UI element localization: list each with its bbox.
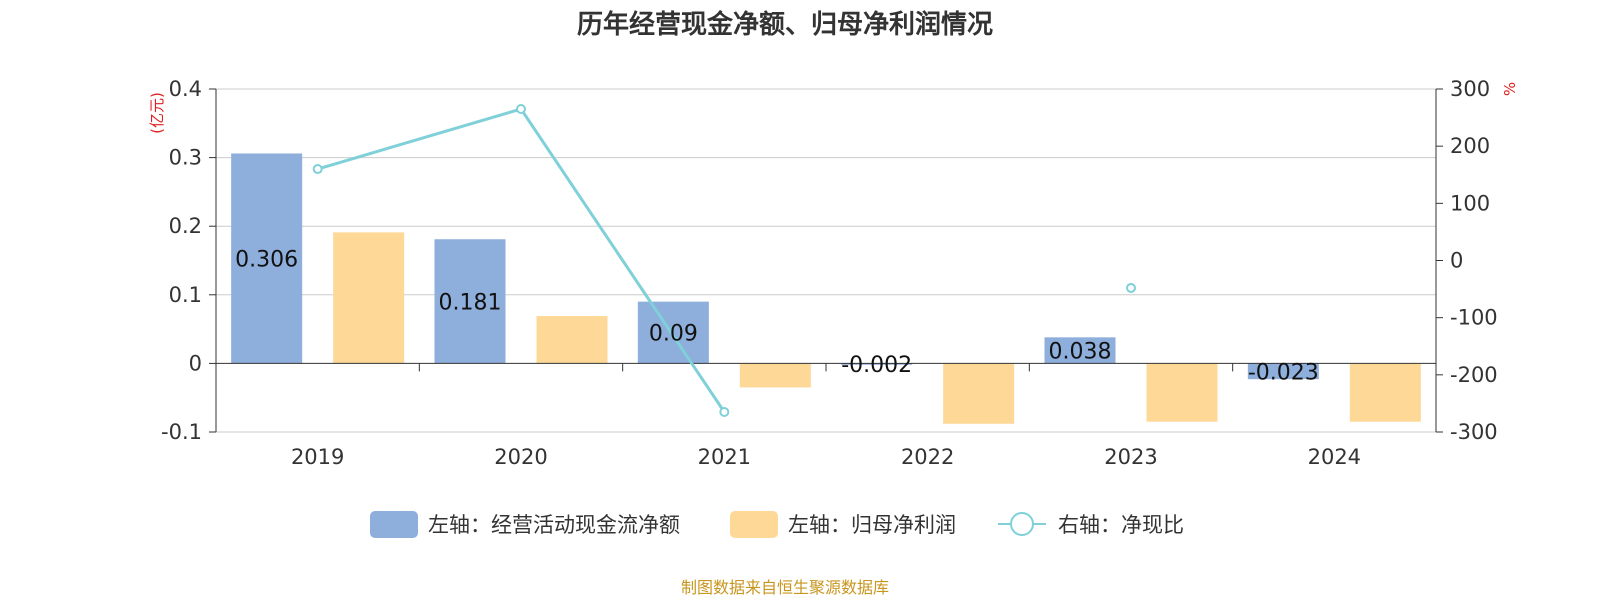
cashflow-bar-2022: [841, 363, 913, 365]
left-tick-label: -0.1: [161, 420, 202, 444]
ratio-line-segment: [317, 107, 522, 171]
x-tick-label: 2023: [1104, 445, 1157, 469]
right-tick-label: 100: [1450, 191, 1490, 215]
ratio-point-2021: [719, 406, 730, 417]
cashflow-bar-2023: [1044, 337, 1116, 364]
chart-title: 历年经营现金净额、归母净利润情况: [577, 9, 993, 40]
cashflow-data-label: 0.306: [235, 247, 298, 272]
profit-bar-2019: [333, 232, 405, 364]
ratio-point-2023: [1126, 282, 1136, 293]
legend-label: 左轴：归母净利润: [788, 513, 956, 537]
cashflow-data-label: 0.181: [439, 290, 502, 315]
legend-swatch: [730, 511, 778, 538]
right-axis-unit: %: [1501, 82, 1519, 96]
right-tick-label: 300: [1450, 77, 1490, 101]
left-tick-label: 0.3: [169, 146, 202, 170]
right-tick-label: 0: [1450, 249, 1463, 273]
cashflow-data-label: -0.002: [841, 353, 912, 378]
x-tick-label: 2021: [698, 445, 751, 469]
ratio-point-2020: [516, 104, 526, 115]
left-axis-unit: (亿元): [148, 92, 166, 134]
x-tick-label: 2020: [494, 445, 547, 469]
x-tick-label: 2019: [291, 445, 344, 469]
left-tick-label: 0.2: [169, 214, 202, 238]
legend-label: 右轴：净现比: [1058, 513, 1184, 537]
legend-label: 左轴：经营活动现金流净额: [428, 513, 680, 537]
cashflow-bar-2019: [231, 153, 303, 364]
profit-bar-2022: [943, 363, 1015, 424]
left-tick-label: 0.1: [169, 283, 202, 307]
profit-bar-2024: [1349, 363, 1421, 422]
right-tick-label: -100: [1450, 306, 1498, 330]
left-tick-label: 0: [189, 351, 202, 375]
left-tick-label: 0.4: [169, 77, 202, 101]
cashflow-bar-2020: [434, 239, 506, 364]
legend-marker: [1010, 512, 1034, 536]
right-tick-label: -200: [1450, 363, 1498, 387]
profit-bar-2020: [536, 316, 608, 364]
ratio-line-segment: [519, 108, 726, 413]
right-tick-label: -300: [1450, 420, 1498, 444]
cashflow-bar-2024: [1247, 363, 1319, 380]
cashflow-data-label: 0.09: [649, 322, 698, 347]
right-tick-label: 200: [1450, 134, 1490, 158]
profit-bar-2021: [739, 363, 811, 388]
ratio-point-2019: [312, 164, 323, 175]
legend-swatch: [370, 511, 418, 538]
cashflow-bar-2021: [637, 301, 709, 364]
cashflow-data-label: -0.023: [1248, 360, 1319, 385]
source-note: 制图数据来自恒生聚源数据库: [681, 578, 889, 597]
cashflow-data-label: 0.038: [1049, 339, 1112, 364]
x-tick-label: 2024: [1308, 445, 1361, 469]
x-tick-label: 2022: [901, 445, 954, 469]
profit-bar-2023: [1146, 363, 1218, 422]
